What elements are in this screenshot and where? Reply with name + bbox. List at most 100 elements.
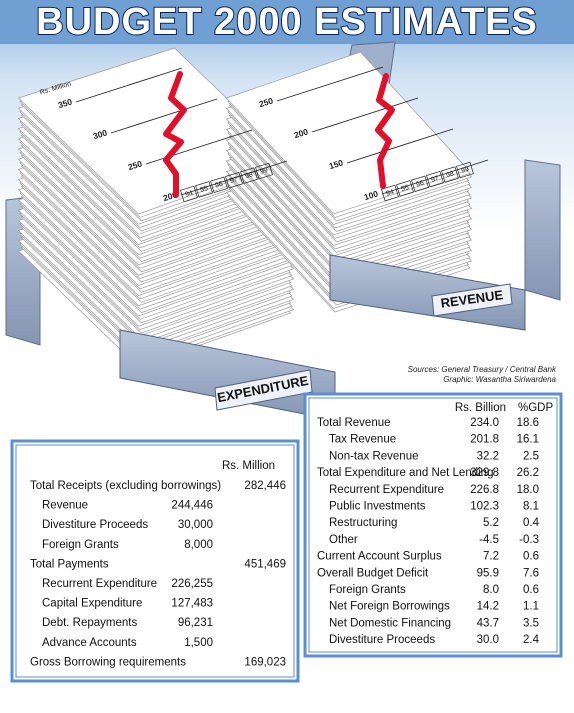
row-amount: 226,255 bbox=[171, 578, 213, 590]
row-total: 451,469 bbox=[244, 558, 286, 570]
row-amount: 329.8 bbox=[470, 467, 499, 479]
row-label: Recurrent Expenditure bbox=[42, 578, 157, 590]
row-label: Revenue bbox=[42, 500, 88, 512]
row-gdp: 0.6 bbox=[523, 551, 539, 563]
row-label: Other bbox=[329, 534, 358, 546]
revenue-sheet: 250 200 150 100 94 95 96 97 98 99 bbox=[258, 66, 489, 202]
column-header: %GDP bbox=[518, 402, 553, 414]
graphic-credit: Graphic: Wasantha Siriwardena bbox=[443, 375, 556, 384]
row-gdp: 18.6 bbox=[517, 417, 539, 429]
row-amount: 96,231 bbox=[178, 617, 213, 629]
row-label: Divestiture Proceeds bbox=[329, 634, 435, 646]
year-box bbox=[441, 166, 459, 183]
row-label: Public Investments bbox=[329, 501, 426, 513]
row-amount: 102.3 bbox=[470, 501, 499, 513]
row-label: Foreign Grants bbox=[329, 584, 406, 596]
right-table: Total Revenue 234.0 18.6 Tax Revenue 201.8 16… bbox=[317, 417, 540, 646]
row-amount: 7.2 bbox=[483, 551, 499, 563]
row-amount: 8.0 bbox=[483, 584, 499, 596]
row-label: Non-tax Revenue bbox=[329, 450, 419, 462]
row-gdp: -0.3 bbox=[519, 534, 539, 546]
year-label: 95 bbox=[400, 184, 410, 193]
row-label: Net Domestic Financing bbox=[329, 617, 451, 629]
sheet-gridline bbox=[276, 66, 384, 102]
trend-break bbox=[375, 73, 395, 189]
year-box bbox=[381, 184, 399, 202]
row-amount: 5.2 bbox=[483, 517, 499, 529]
row-label: Overall Budget Deficit bbox=[317, 567, 429, 579]
sheet-gridline bbox=[311, 97, 419, 133]
year-box bbox=[456, 161, 474, 179]
row-amount: -4.5 bbox=[479, 534, 499, 546]
row-amount: 201.8 bbox=[470, 434, 499, 446]
row-label: Advance Accounts bbox=[42, 637, 137, 649]
left-table-box bbox=[10, 439, 300, 683]
row-amount: 43.7 bbox=[477, 617, 499, 629]
row-label: Tax Revenue bbox=[329, 434, 396, 446]
year-box bbox=[210, 176, 228, 194]
row-amount: 14.2 bbox=[477, 601, 499, 613]
row-gdp: 26.2 bbox=[517, 467, 539, 479]
row-total: 282,446 bbox=[244, 480, 286, 492]
row-gdp: 0.6 bbox=[523, 584, 539, 596]
tray-side bbox=[524, 159, 561, 301]
row-amount: 8,000 bbox=[184, 539, 213, 551]
year-label: 97 bbox=[430, 175, 440, 184]
row-amount: 127,483 bbox=[171, 598, 213, 610]
tray-label-plate bbox=[431, 283, 513, 317]
year-label: 96 bbox=[415, 180, 425, 189]
year-box bbox=[426, 170, 444, 188]
year-box bbox=[411, 175, 429, 193]
row-gdp: 16.1 bbox=[517, 434, 539, 446]
row-gdp: 2.5 bbox=[523, 450, 539, 462]
row-gdp: 3.5 bbox=[523, 617, 539, 629]
row-amount: 244,446 bbox=[171, 500, 213, 512]
row-gdp: 2.4 bbox=[523, 634, 540, 646]
left-table: Total Receipts (excluding borrowings) 282… bbox=[30, 480, 286, 668]
year-label: 94 bbox=[184, 190, 194, 199]
row-amount: 32.2 bbox=[477, 450, 499, 462]
year-label: 96 bbox=[214, 181, 224, 190]
row-gdp: 7.6 bbox=[523, 567, 539, 579]
title: BUDGET 2000 ESTIMATES bbox=[36, 1, 538, 43]
year-box bbox=[195, 181, 213, 198]
row-total: 169,023 bbox=[244, 656, 286, 668]
row-gdp: 0.4 bbox=[523, 517, 540, 529]
sheet-gridline bbox=[346, 128, 454, 164]
row-label: Recurrent Expenditure bbox=[329, 484, 444, 496]
row-label: Gross Borrowing requirements bbox=[30, 656, 186, 668]
paper-sheet bbox=[225, 51, 470, 215]
row-amount: 1,500 bbox=[184, 637, 213, 649]
year-box bbox=[180, 185, 198, 203]
row-gdp: 8.1 bbox=[523, 501, 539, 513]
row-label: Total Revenue bbox=[317, 417, 391, 429]
row-amount: 30.0 bbox=[477, 634, 499, 646]
row-amount: 95.9 bbox=[477, 567, 499, 579]
row-label: Divestiture Proceeds bbox=[42, 519, 148, 531]
row-label: Capital Expenditure bbox=[42, 598, 142, 610]
axis-label: 350 bbox=[57, 96, 74, 110]
year-label: 99 bbox=[460, 166, 470, 175]
row-label: Restructuring bbox=[329, 517, 397, 529]
year-box bbox=[396, 180, 414, 197]
row-label: Foreign Grants bbox=[42, 539, 119, 551]
row-label: Net Foreign Borrowings bbox=[329, 601, 450, 613]
row-amount: 30,000 bbox=[178, 519, 213, 531]
axis-label: 200 bbox=[293, 126, 310, 140]
tray-label-plate bbox=[214, 369, 313, 411]
right-table-inner bbox=[308, 397, 558, 653]
year-label: 98 bbox=[244, 171, 254, 180]
row-amount: 234.0 bbox=[470, 417, 499, 429]
left-table-inner bbox=[15, 444, 295, 678]
year-box bbox=[225, 171, 243, 189]
sheet-gridline bbox=[75, 67, 183, 103]
row-amount: 226.8 bbox=[470, 484, 499, 496]
row-label: Current Account Surplus bbox=[317, 551, 442, 563]
row-gdp: 1.1 bbox=[523, 601, 539, 613]
sheet-gridline bbox=[110, 98, 218, 134]
year-box bbox=[255, 162, 273, 180]
axis-label: 150 bbox=[328, 157, 345, 171]
unit-header: Rs. Million bbox=[222, 460, 275, 472]
year-label: 94 bbox=[385, 189, 395, 198]
